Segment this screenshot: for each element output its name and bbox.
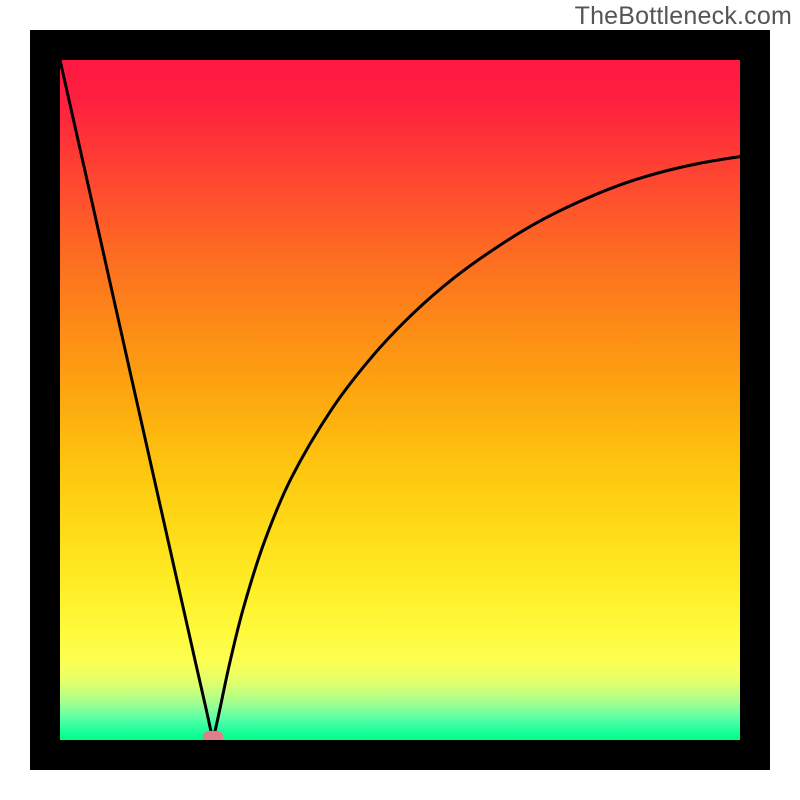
watermark-text: TheBottleneck.com: [575, 2, 792, 31]
chart-frame: TheBottleneck.com: [0, 0, 800, 800]
plot-border: [30, 30, 770, 770]
